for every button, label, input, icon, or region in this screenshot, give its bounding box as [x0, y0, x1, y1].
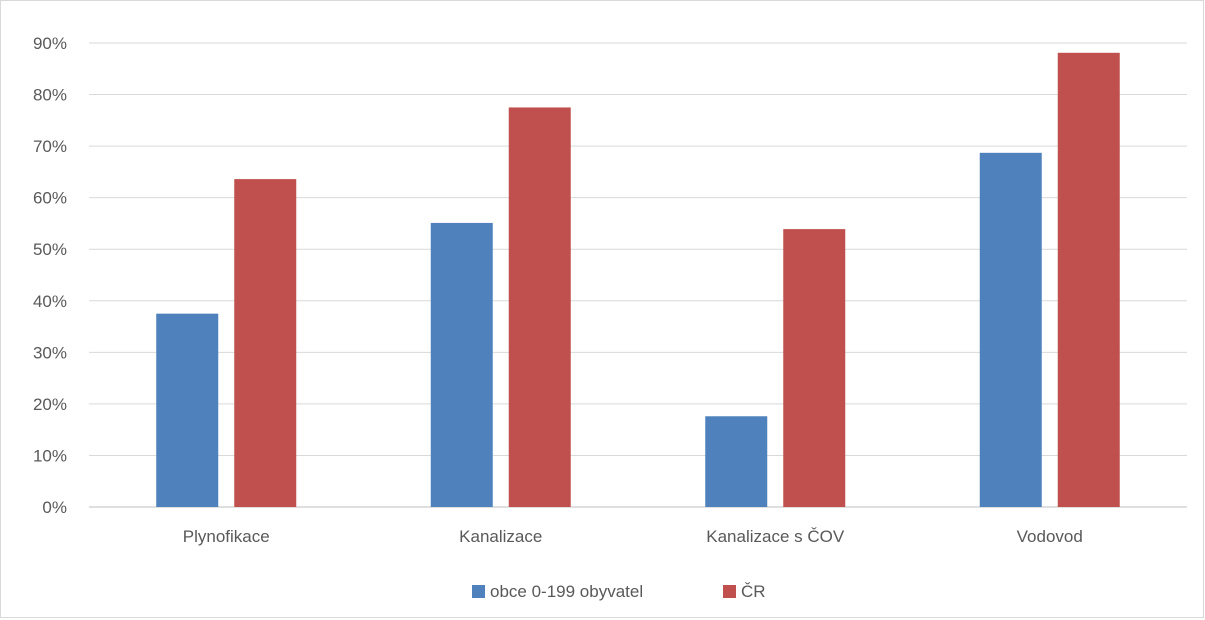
- y-tick-label: 70%: [33, 137, 67, 156]
- legend-label: ČR: [741, 582, 766, 601]
- x-category-label: Kanalizace s ČOV: [706, 527, 845, 546]
- bar-cr-2: [783, 229, 846, 508]
- y-tick-label: 40%: [33, 292, 67, 311]
- legend-label: obce 0-199 obyvatel: [490, 582, 643, 601]
- bar-obce-1: [430, 222, 493, 507]
- x-axis-categories: Plynofikace Kanalizace Kanalizace s ČOV Vod…: [183, 527, 1083, 546]
- x-category-label: Vodovod: [1017, 527, 1083, 546]
- y-tick-label: 60%: [33, 189, 67, 208]
- y-tick-label: 90%: [33, 34, 67, 53]
- bar-obce-0: [156, 313, 219, 507]
- y-tick-label: 30%: [33, 343, 67, 362]
- bar-obce-3: [979, 152, 1042, 507]
- y-tick-label: 50%: [33, 240, 67, 259]
- y-tick-label: 0%: [42, 498, 67, 517]
- y-axis-ticks: 0% 10% 20% 30% 40% 50% 60% 70% 80% 90%: [33, 34, 67, 517]
- bar-obce-2: [705, 416, 768, 507]
- y-tick-label: 20%: [33, 395, 67, 414]
- x-category-label: Plynofikace: [183, 527, 270, 546]
- legend-swatch: [723, 585, 736, 598]
- x-category-label: Kanalizace: [459, 527, 542, 546]
- bar-cr-1: [508, 107, 571, 507]
- legend-swatch: [472, 585, 485, 598]
- y-tick-label: 80%: [33, 86, 67, 105]
- y-tick-label: 10%: [33, 446, 67, 465]
- bars: [156, 52, 1120, 508]
- legend: obce 0-199 obyvatel ČR: [472, 582, 766, 601]
- bar-cr-3: [1057, 52, 1120, 507]
- bar-cr-0: [234, 179, 297, 507]
